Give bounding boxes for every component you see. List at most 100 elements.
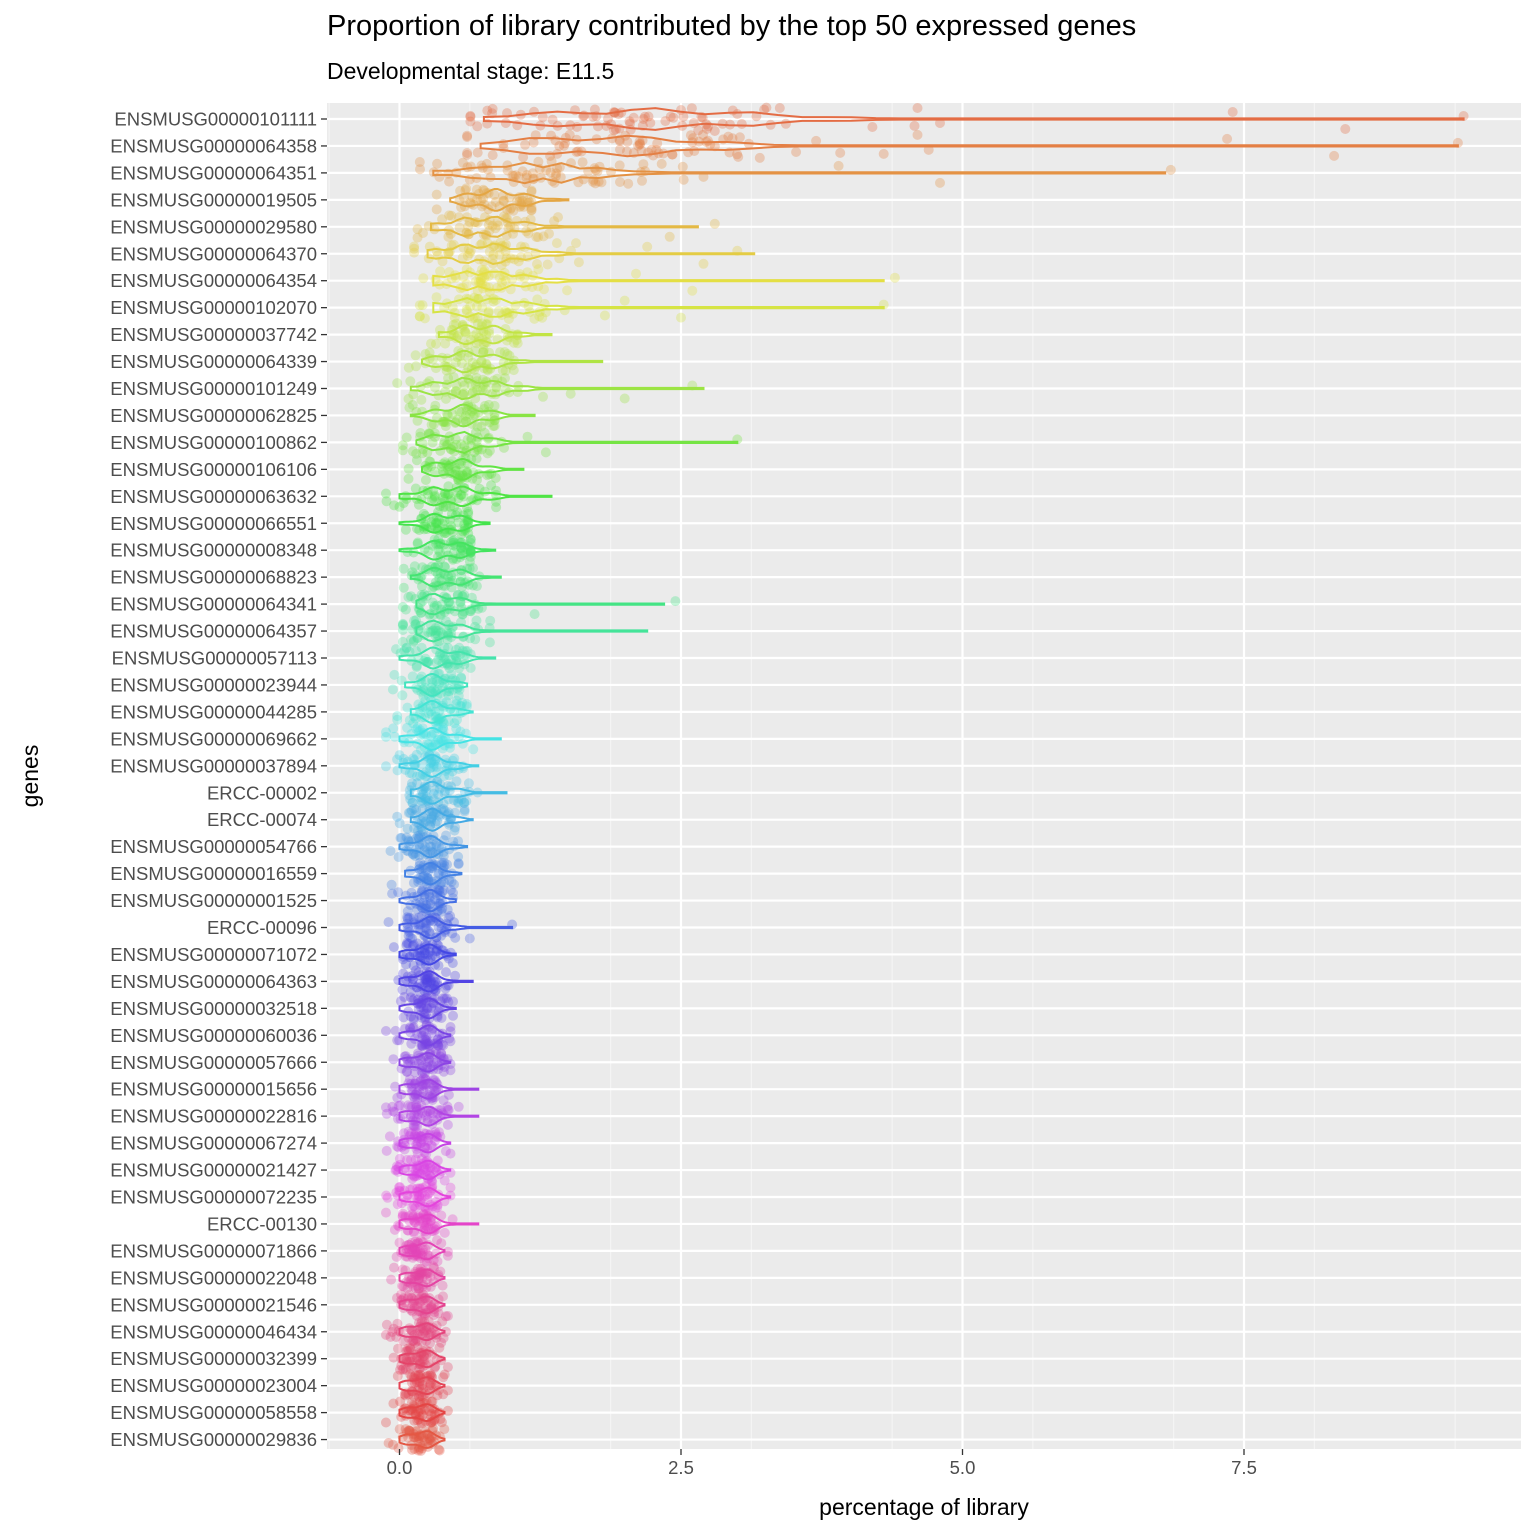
gene-series bbox=[392, 1369, 453, 1402]
data-point bbox=[401, 940, 412, 950]
data-point bbox=[442, 489, 453, 500]
data-point bbox=[443, 912, 454, 923]
data-point bbox=[409, 823, 420, 834]
data-point bbox=[414, 1433, 424, 1444]
data-point bbox=[412, 1328, 423, 1339]
data-point bbox=[432, 977, 442, 988]
data-point bbox=[501, 239, 511, 250]
data-point bbox=[407, 1173, 418, 1184]
y-tick-label: ENSMUSG00000023944 bbox=[110, 674, 317, 695]
outlier-point bbox=[1340, 124, 1351, 134]
outlier-point bbox=[687, 380, 698, 391]
y-tick-label: ENSMUSG00000037894 bbox=[110, 755, 317, 776]
y-tick-label: ENSMUSG00000057666 bbox=[110, 1052, 317, 1073]
data-point bbox=[433, 869, 444, 880]
data-point bbox=[462, 250, 473, 261]
data-point bbox=[404, 1425, 415, 1436]
data-point bbox=[427, 674, 437, 685]
data-point bbox=[420, 1110, 431, 1121]
data-point bbox=[453, 329, 464, 340]
data-point bbox=[560, 138, 570, 149]
data-point bbox=[423, 1057, 434, 1068]
y-tick-label: ENSMUSG00000054766 bbox=[110, 836, 317, 857]
data-point bbox=[409, 247, 420, 258]
data-point bbox=[439, 436, 450, 447]
data-point bbox=[433, 515, 444, 526]
data-point bbox=[411, 1352, 422, 1363]
violin-shape bbox=[398, 1051, 452, 1073]
data-point bbox=[414, 157, 425, 167]
gene-series bbox=[414, 292, 885, 324]
data-point bbox=[403, 473, 414, 484]
violin-shape bbox=[398, 539, 497, 561]
data-point bbox=[389, 669, 400, 680]
data-point bbox=[439, 1369, 450, 1380]
data-point bbox=[426, 419, 437, 430]
data-point bbox=[517, 195, 528, 206]
data-point bbox=[643, 111, 654, 122]
data-point bbox=[463, 352, 474, 363]
violin-shape bbox=[409, 780, 508, 805]
data-point bbox=[420, 771, 431, 782]
data-point bbox=[416, 1407, 427, 1418]
data-point bbox=[392, 378, 403, 389]
data-point bbox=[392, 1199, 403, 1210]
data-point bbox=[434, 678, 445, 689]
data-point bbox=[483, 219, 494, 230]
data-point bbox=[381, 1190, 392, 1201]
data-point bbox=[424, 946, 435, 957]
data-point bbox=[413, 1370, 424, 1380]
data-point bbox=[643, 147, 654, 158]
data-point bbox=[413, 1273, 424, 1284]
data-point bbox=[646, 144, 657, 155]
y-tick-label: ENSMUSG00000016559 bbox=[110, 863, 317, 884]
data-point bbox=[425, 1435, 436, 1446]
data-point bbox=[428, 759, 439, 770]
violin-shape bbox=[398, 1132, 452, 1154]
data-point bbox=[388, 1439, 398, 1450]
data-point bbox=[405, 376, 416, 387]
data-point bbox=[432, 1390, 443, 1401]
gene-series bbox=[397, 427, 739, 459]
data-point bbox=[392, 754, 403, 765]
data-point bbox=[485, 615, 496, 626]
data-point bbox=[389, 1224, 400, 1235]
y-tick-label: ENSMUSG00000021427 bbox=[110, 1160, 317, 1181]
gene-series bbox=[381, 1019, 456, 1052]
data-point bbox=[554, 141, 565, 151]
data-point bbox=[420, 922, 431, 933]
data-point bbox=[445, 1036, 456, 1047]
data-point bbox=[440, 1311, 451, 1322]
data-point bbox=[406, 805, 417, 816]
data-point bbox=[388, 1352, 399, 1363]
data-point bbox=[436, 1049, 447, 1059]
data-point bbox=[422, 872, 433, 883]
data-point bbox=[475, 274, 486, 285]
gene-series bbox=[388, 1342, 453, 1375]
outlier-point bbox=[1165, 164, 1176, 175]
data-point bbox=[492, 216, 503, 227]
data-point bbox=[565, 388, 576, 399]
data-point bbox=[425, 758, 436, 769]
data-point bbox=[457, 157, 468, 168]
data-point bbox=[484, 246, 495, 257]
data-point bbox=[418, 1350, 429, 1361]
data-point bbox=[417, 1031, 428, 1041]
data-point bbox=[477, 318, 488, 329]
data-point bbox=[401, 1276, 412, 1287]
data-point bbox=[438, 1066, 449, 1077]
data-point bbox=[381, 761, 391, 772]
data-point bbox=[475, 276, 486, 287]
data-point bbox=[436, 734, 447, 745]
violin-shape bbox=[398, 888, 457, 913]
data-point bbox=[402, 1283, 413, 1294]
data-point bbox=[453, 493, 464, 504]
data-point bbox=[415, 428, 426, 438]
violin-shape bbox=[432, 297, 885, 319]
y-tick-label: ENSMUSG00000072235 bbox=[110, 1187, 317, 1208]
data-point bbox=[421, 1004, 432, 1015]
data-point bbox=[460, 416, 471, 427]
data-point bbox=[723, 131, 734, 142]
data-point bbox=[493, 306, 504, 317]
data-point bbox=[422, 1003, 433, 1014]
